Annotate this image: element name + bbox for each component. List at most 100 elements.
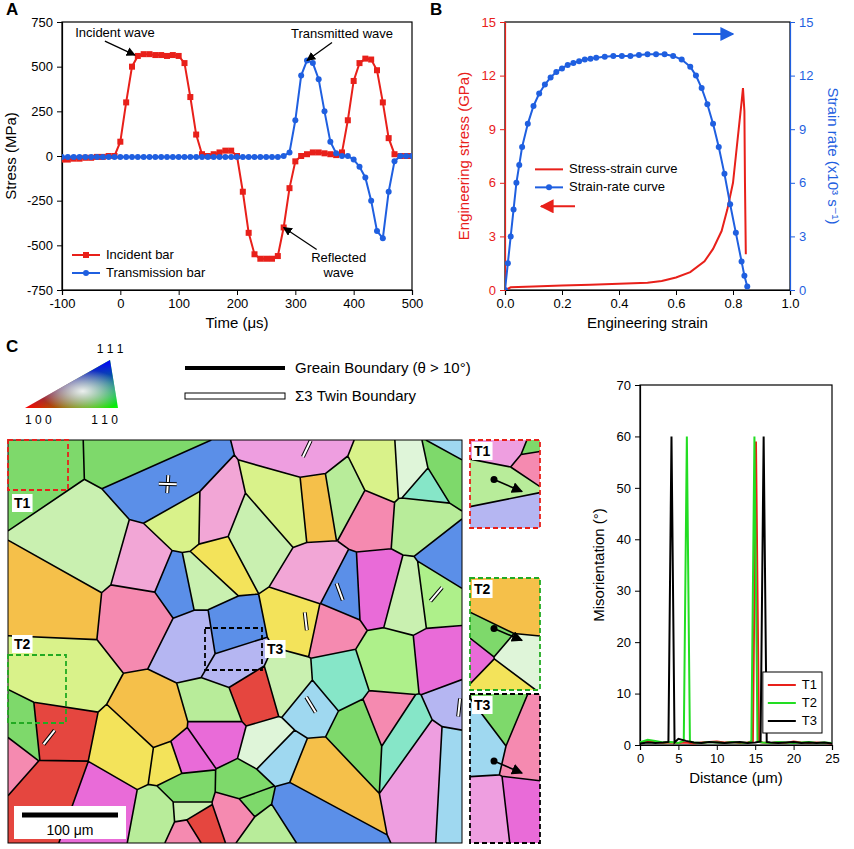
legend-swatch xyxy=(535,168,563,170)
point xyxy=(333,150,339,156)
point xyxy=(727,201,733,207)
tick-label: 0 xyxy=(117,296,124,311)
tick: 15 xyxy=(748,745,762,766)
tick: 0.2 xyxy=(553,290,571,311)
axis-line xyxy=(57,23,63,291)
point xyxy=(187,94,193,100)
point xyxy=(100,154,106,160)
point xyxy=(164,154,170,160)
tick-label: 500 xyxy=(31,59,53,74)
tick: 100 xyxy=(168,290,190,311)
point xyxy=(176,53,182,59)
tick: 40 xyxy=(617,532,640,547)
tick-mark xyxy=(619,290,620,295)
point xyxy=(721,171,727,177)
point xyxy=(82,155,88,161)
tick-mark xyxy=(57,111,62,112)
point xyxy=(351,78,357,84)
tick-mark xyxy=(562,290,563,295)
tick-label: 15 xyxy=(799,15,813,30)
point xyxy=(339,153,345,159)
probe-arrow xyxy=(494,480,522,492)
tick-mark xyxy=(755,745,756,750)
tick: 500 xyxy=(402,290,424,311)
point xyxy=(710,121,716,127)
point xyxy=(310,149,316,155)
label-patch xyxy=(265,640,286,658)
tick-label: 20 xyxy=(787,751,801,766)
tick-label: 15 xyxy=(482,15,496,30)
point xyxy=(193,154,199,160)
label-patch xyxy=(472,580,493,598)
twin-boundary-outline xyxy=(303,441,311,457)
tick: 20 xyxy=(617,635,640,650)
tick: 500 xyxy=(31,59,62,74)
point xyxy=(542,82,548,88)
boundary-swatch xyxy=(185,366,285,370)
point xyxy=(357,60,363,66)
tick-mark xyxy=(635,385,640,386)
point xyxy=(152,52,158,58)
legend-label: Strain-rate curve xyxy=(569,179,665,194)
grain xyxy=(470,638,494,684)
twin-boundary-outline xyxy=(306,697,315,712)
point xyxy=(679,57,685,63)
tick: 70 xyxy=(617,378,640,393)
region-label: T3 xyxy=(267,641,284,657)
grain xyxy=(470,694,528,746)
axis-line xyxy=(500,23,506,291)
tick-mark xyxy=(57,67,62,68)
inset-frame xyxy=(470,578,540,690)
tick: 1.0 xyxy=(781,290,799,311)
annotation-arrow xyxy=(105,41,135,55)
probe-arrow xyxy=(494,628,522,640)
legend-swatch xyxy=(768,684,796,686)
inset-frame xyxy=(470,440,540,528)
tick-mark xyxy=(57,245,62,246)
ipf-triangle xyxy=(25,360,118,408)
legend-marker xyxy=(83,270,89,276)
tick-mark xyxy=(237,290,238,295)
plot-marks xyxy=(640,436,832,743)
point xyxy=(327,151,333,157)
inset: T1 xyxy=(470,440,540,528)
tick: 3 xyxy=(790,229,806,244)
point xyxy=(531,103,537,109)
point xyxy=(397,153,403,159)
tick: 5 xyxy=(675,745,682,766)
point xyxy=(62,154,65,160)
tick-label: 0.6 xyxy=(667,296,685,311)
point xyxy=(548,74,554,80)
grain xyxy=(311,649,369,711)
tick-label: -250 xyxy=(27,193,53,208)
point xyxy=(392,158,398,164)
twin-boundary xyxy=(430,587,442,601)
tick-label: 0.2 xyxy=(553,296,571,311)
tick-label: 300 xyxy=(285,296,307,311)
tick-label: 750 xyxy=(31,15,53,30)
tick: 50 xyxy=(617,481,640,496)
point xyxy=(645,51,651,57)
tick-mark xyxy=(790,183,795,184)
point xyxy=(386,135,392,141)
grain xyxy=(228,493,293,594)
point xyxy=(368,198,374,204)
point xyxy=(281,153,287,159)
axis-bottom: 0.00.20.40.60.81.0 xyxy=(496,290,799,311)
figure: -1000100200300400500-750-500-25002505007… xyxy=(0,0,854,849)
annotation-arrow xyxy=(307,42,332,60)
grain-field xyxy=(470,694,540,843)
point xyxy=(211,154,217,160)
twin-boundary xyxy=(306,697,315,712)
point xyxy=(316,76,322,82)
tick: 30 xyxy=(617,583,640,598)
scale-bar xyxy=(22,813,118,818)
tick-label: 0.4 xyxy=(610,296,628,311)
point xyxy=(292,117,298,123)
tick-mark xyxy=(733,290,734,295)
point xyxy=(100,154,106,160)
point xyxy=(380,99,386,105)
point xyxy=(699,85,705,91)
point xyxy=(505,260,511,266)
series-line xyxy=(640,436,832,743)
